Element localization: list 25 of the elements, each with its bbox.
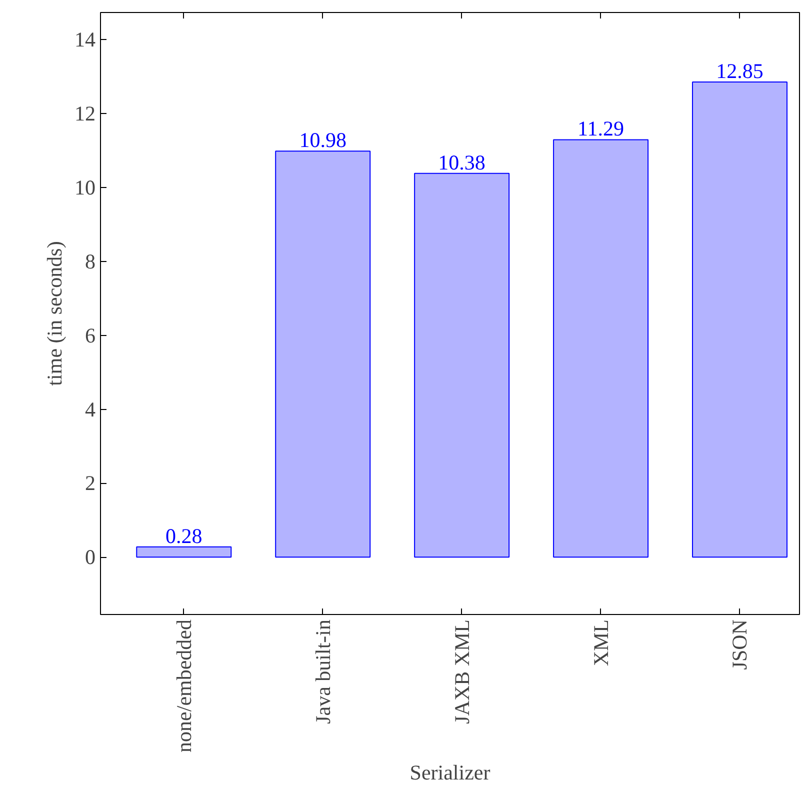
y-tick-label: 8 [85, 249, 96, 274]
bar [275, 150, 371, 558]
y-tick-label: 10 [74, 175, 96, 200]
x-tick-label: JSON [728, 619, 752, 670]
y-tick-label: 12 [74, 101, 96, 126]
bar [414, 172, 510, 558]
y-tick-label: 4 [85, 397, 96, 422]
data-label: 10.38 [438, 150, 486, 174]
y-tick-label: 6 [85, 323, 96, 348]
y-tick-label: 14 [74, 27, 96, 52]
y-tick-label: 0 [85, 545, 96, 570]
x-tick-label: JAXB XML [450, 619, 474, 724]
data-label: 12.85 [716, 59, 764, 84]
x-tick-label: XML [588, 619, 613, 666]
bar [692, 82, 788, 558]
x-axis-title: Serializer [410, 760, 490, 784]
data-label: 0.28 [166, 524, 202, 548]
bar [553, 139, 649, 558]
data-label: 11.29 [578, 116, 624, 141]
y-tick-label: 2 [85, 471, 96, 496]
x-tick-label: none/embedded [172, 619, 196, 752]
y-axis-title: time (in seconds) [42, 241, 66, 386]
x-tick-label: Java built-in [310, 619, 335, 724]
data-label: 10.98 [299, 128, 346, 152]
bar [136, 546, 232, 558]
